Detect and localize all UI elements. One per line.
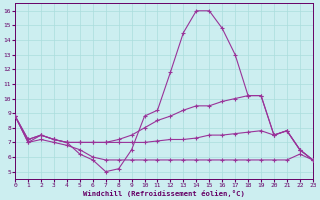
X-axis label: Windchill (Refroidissement éolien,°C): Windchill (Refroidissement éolien,°C) [83,190,245,197]
